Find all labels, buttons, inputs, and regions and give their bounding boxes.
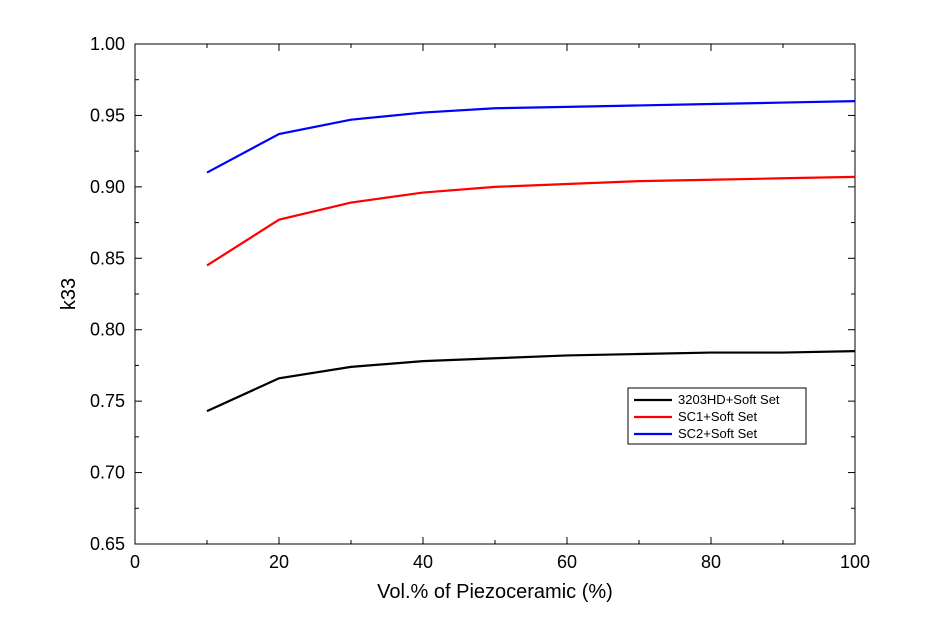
series-line-2 xyxy=(207,101,855,172)
y-tick-label: 0.75 xyxy=(90,391,125,411)
y-tick-label: 0.85 xyxy=(90,248,125,268)
x-tick-label: 40 xyxy=(413,552,433,572)
y-axis-label: k33 xyxy=(58,278,80,310)
y-tick-label: 0.80 xyxy=(90,320,125,340)
x-tick-label: 20 xyxy=(269,552,289,572)
y-tick-label: 0.65 xyxy=(90,534,125,554)
legend-label-0: 3203HD+Soft Set xyxy=(678,392,780,407)
y-tick-label: 1.00 xyxy=(90,34,125,54)
y-tick-label: 0.90 xyxy=(90,177,125,197)
legend-label-2: SC2+Soft Set xyxy=(678,426,758,441)
x-tick-label: 80 xyxy=(701,552,721,572)
x-tick-label: 100 xyxy=(840,552,870,572)
y-tick-label: 0.95 xyxy=(90,105,125,125)
x-axis-label: Vol.% of Piezoceramic (%) xyxy=(377,581,613,603)
x-tick-label: 0 xyxy=(130,552,140,572)
legend-label-1: SC1+Soft Set xyxy=(678,409,758,424)
k33-line-chart: 0 20 40 60 80 100 0.65 0.70 0.75 0.80 0.85 0.90 0.95… xyxy=(0,0,928,631)
x-tick-label: 60 xyxy=(557,552,577,572)
series-line-1 xyxy=(207,177,855,266)
y-tick-label: 0.70 xyxy=(90,463,125,483)
